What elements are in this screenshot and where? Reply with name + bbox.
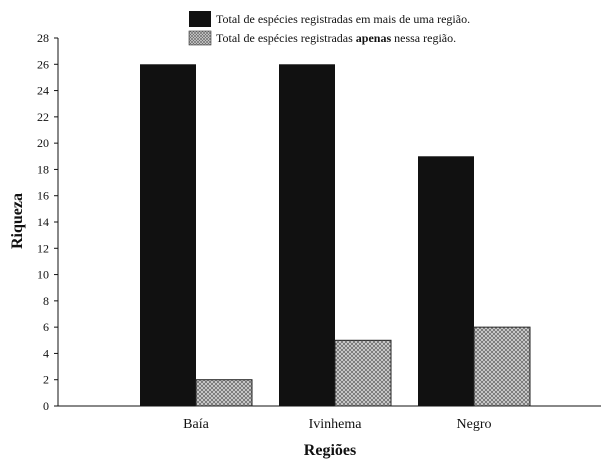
y-tick-label: 18 [37, 162, 49, 176]
y-tick-label: 6 [43, 320, 49, 334]
bar-shared-ba-a [140, 64, 196, 407]
legend-swatch-series-1 [189, 11, 211, 27]
y-tick-label: 2 [43, 373, 49, 387]
x-category-label: Ivinhema [309, 417, 363, 432]
category-labels: Baía Ivinhema Negro [183, 417, 491, 432]
legend-swatch-series-2 [188, 30, 212, 46]
bar-shared-negro [418, 156, 474, 406]
x-category-label: Baía [183, 417, 209, 432]
legend-label-series-2-bold: apenas [356, 31, 392, 45]
y-tick-label: 14 [37, 215, 49, 229]
y-tick-label: 16 [37, 189, 49, 203]
bar-exclusive-ivinhema [334, 339, 392, 407]
legend-label-series-2-post: nessa região. [391, 31, 456, 45]
x-axis-title: Regiões [304, 442, 356, 459]
y-tick-label: 12 [37, 241, 49, 255]
y-tick-label: 22 [37, 110, 49, 124]
y-tick-label: 8 [43, 294, 49, 308]
y-tick-label: 24 [37, 84, 49, 98]
legend: Total de espécies registradas em mais de… [188, 11, 470, 46]
bar-exclusive-ba-a [195, 379, 253, 407]
bar-exclusive-negro [473, 326, 531, 407]
legend-label-series-1: Total de espécies registradas em mais de… [216, 12, 470, 26]
x-category-label: Negro [457, 417, 492, 432]
y-axis-title: Riqueza [9, 193, 26, 249]
legend-label-series-2: Total de espécies registradas apenas nes… [216, 31, 456, 45]
y-tick-label: 20 [37, 136, 49, 150]
y-tick-label: 4 [43, 346, 49, 360]
bars [140, 64, 531, 407]
bar-shared-ivinhema [279, 64, 335, 407]
y-tick-label: 10 [37, 268, 49, 282]
y-tick-label: 26 [37, 57, 49, 71]
y-tick-label: 28 [37, 31, 49, 45]
legend-label-series-2-pre: Total de espécies registradas [216, 31, 356, 45]
y-tick-label: 0 [43, 399, 49, 413]
